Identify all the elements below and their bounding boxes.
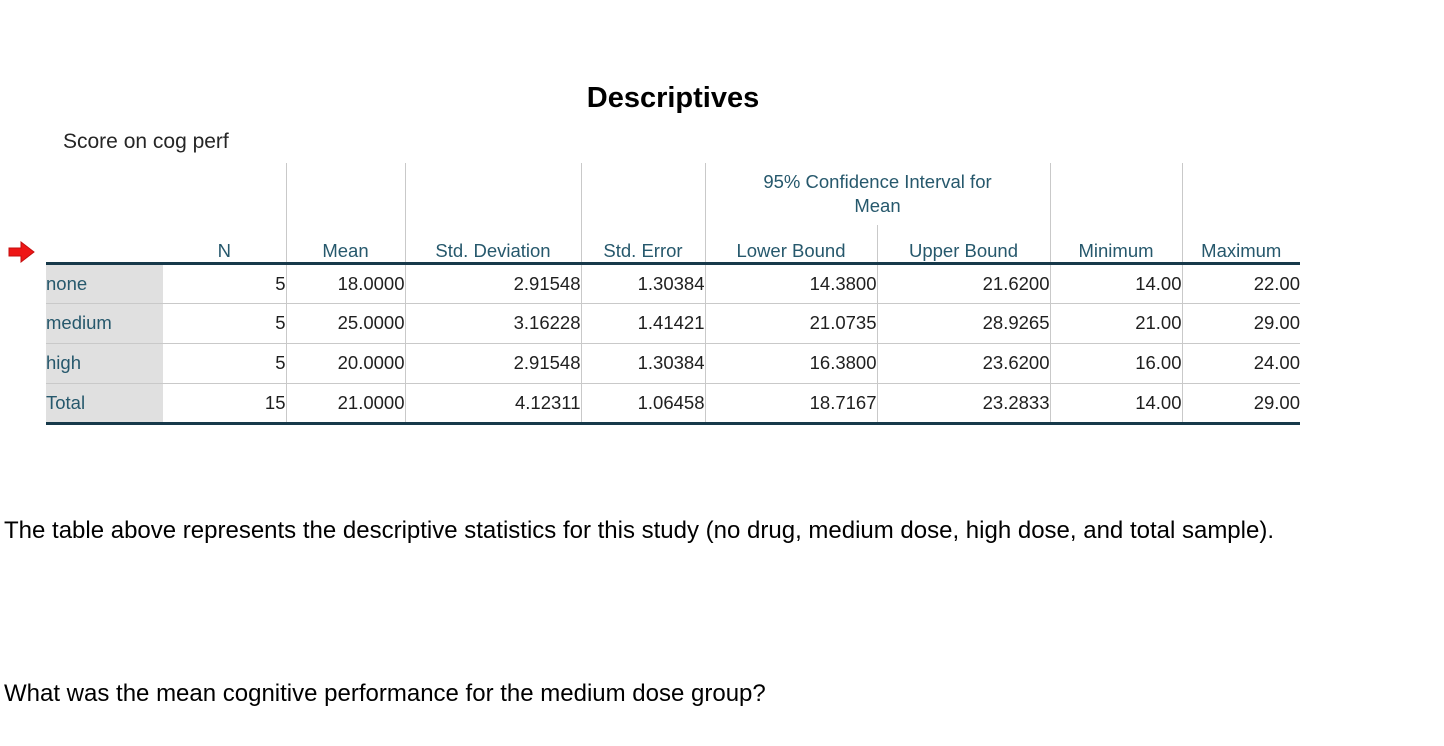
cell-std-error: 1.30384 bbox=[580, 263, 705, 303]
column-header-lower-bound: Lower Bound bbox=[704, 225, 877, 263]
cell-upper-bound: 23.6200 bbox=[876, 343, 1050, 383]
row-label: none bbox=[46, 263, 163, 303]
cell-minimum: 21.00 bbox=[1049, 303, 1182, 343]
cell-maximum: 24.00 bbox=[1181, 343, 1300, 383]
spanner-label: 95% Confidence Interval for Mean bbox=[763, 171, 992, 216]
column-header-mean: Mean bbox=[285, 163, 405, 263]
stub-header-empty bbox=[46, 163, 163, 263]
column-header-maximum: Maximum bbox=[1181, 163, 1300, 263]
cell-n: 15 bbox=[264, 391, 286, 413]
table-row-high: high 5 20.0000 2.91548 1.30384 16.3800 2… bbox=[46, 343, 1300, 383]
column-header-n: N bbox=[217, 239, 231, 261]
cell-upper-bound: 28.9265 bbox=[876, 303, 1050, 343]
cell-minimum: 16.00 bbox=[1049, 343, 1182, 383]
cell-mean: 18.0000 bbox=[285, 263, 405, 303]
cell-lower-bound: 21.0735 bbox=[704, 303, 877, 343]
cell-mean: 21.0000 bbox=[285, 383, 405, 423]
cell-n: 5 bbox=[275, 272, 286, 294]
description-text: The table above represents the descripti… bbox=[4, 517, 1274, 544]
cell-minimum: 14.00 bbox=[1049, 263, 1182, 303]
cell-upper-bound: 23.2833 bbox=[876, 383, 1050, 423]
table-row-none: none 5 18.0000 2.91548 1.30384 14.3800 2… bbox=[46, 263, 1300, 303]
red-right-arrow-icon bbox=[8, 240, 35, 264]
descriptives-table: N Mean Std. Deviation Std. Error 95% Con… bbox=[46, 163, 1300, 425]
cell-lower-bound: 16.3800 bbox=[704, 343, 877, 383]
cell-std-deviation: 4.12311 bbox=[404, 383, 581, 423]
cell-std-error: 1.30384 bbox=[580, 343, 705, 383]
cell-lower-bound: 18.7167 bbox=[704, 383, 877, 423]
cell-maximum: 29.00 bbox=[1181, 303, 1300, 343]
column-header-std-error: Std. Error bbox=[580, 163, 705, 263]
cell-mean: 20.0000 bbox=[285, 343, 405, 383]
cell-minimum: 14.00 bbox=[1049, 383, 1182, 423]
cell-lower-bound: 14.3800 bbox=[704, 263, 877, 303]
cell-std-deviation: 2.91548 bbox=[404, 263, 581, 303]
table-title: Descriptives bbox=[586, 82, 760, 114]
cell-std-error: 1.41421 bbox=[580, 303, 705, 343]
cell-std-error: 1.06458 bbox=[580, 383, 705, 423]
row-label: Total bbox=[46, 383, 163, 423]
cell-maximum: 22.00 bbox=[1181, 263, 1300, 303]
cell-std-deviation: 3.16228 bbox=[404, 303, 581, 343]
cell-upper-bound: 21.6200 bbox=[876, 263, 1050, 303]
table-row-medium: medium 5 25.0000 3.16228 1.41421 21.0735… bbox=[46, 303, 1300, 343]
column-spanner-confidence-interval: 95% Confidence Interval for Mean bbox=[704, 163, 1050, 225]
table-caption: Score on cog perf bbox=[63, 130, 229, 153]
question-text: What was the mean cognitive performance … bbox=[4, 680, 766, 707]
column-header-std-deviation: Std. Deviation bbox=[404, 163, 581, 263]
table-row-total: Total 15 21.0000 4.12311 1.06458 18.7167… bbox=[46, 383, 1300, 423]
column-header-upper-bound: Upper Bound bbox=[876, 225, 1050, 263]
cell-std-deviation: 2.91548 bbox=[404, 343, 581, 383]
cell-maximum: 29.00 bbox=[1181, 383, 1300, 423]
row-label: medium bbox=[46, 303, 163, 343]
row-label: high bbox=[46, 343, 163, 383]
cell-n: 5 bbox=[275, 352, 286, 373]
column-header-minimum: Minimum bbox=[1049, 163, 1182, 263]
cell-mean: 25.0000 bbox=[285, 303, 405, 343]
cell-n: 5 bbox=[275, 312, 286, 333]
